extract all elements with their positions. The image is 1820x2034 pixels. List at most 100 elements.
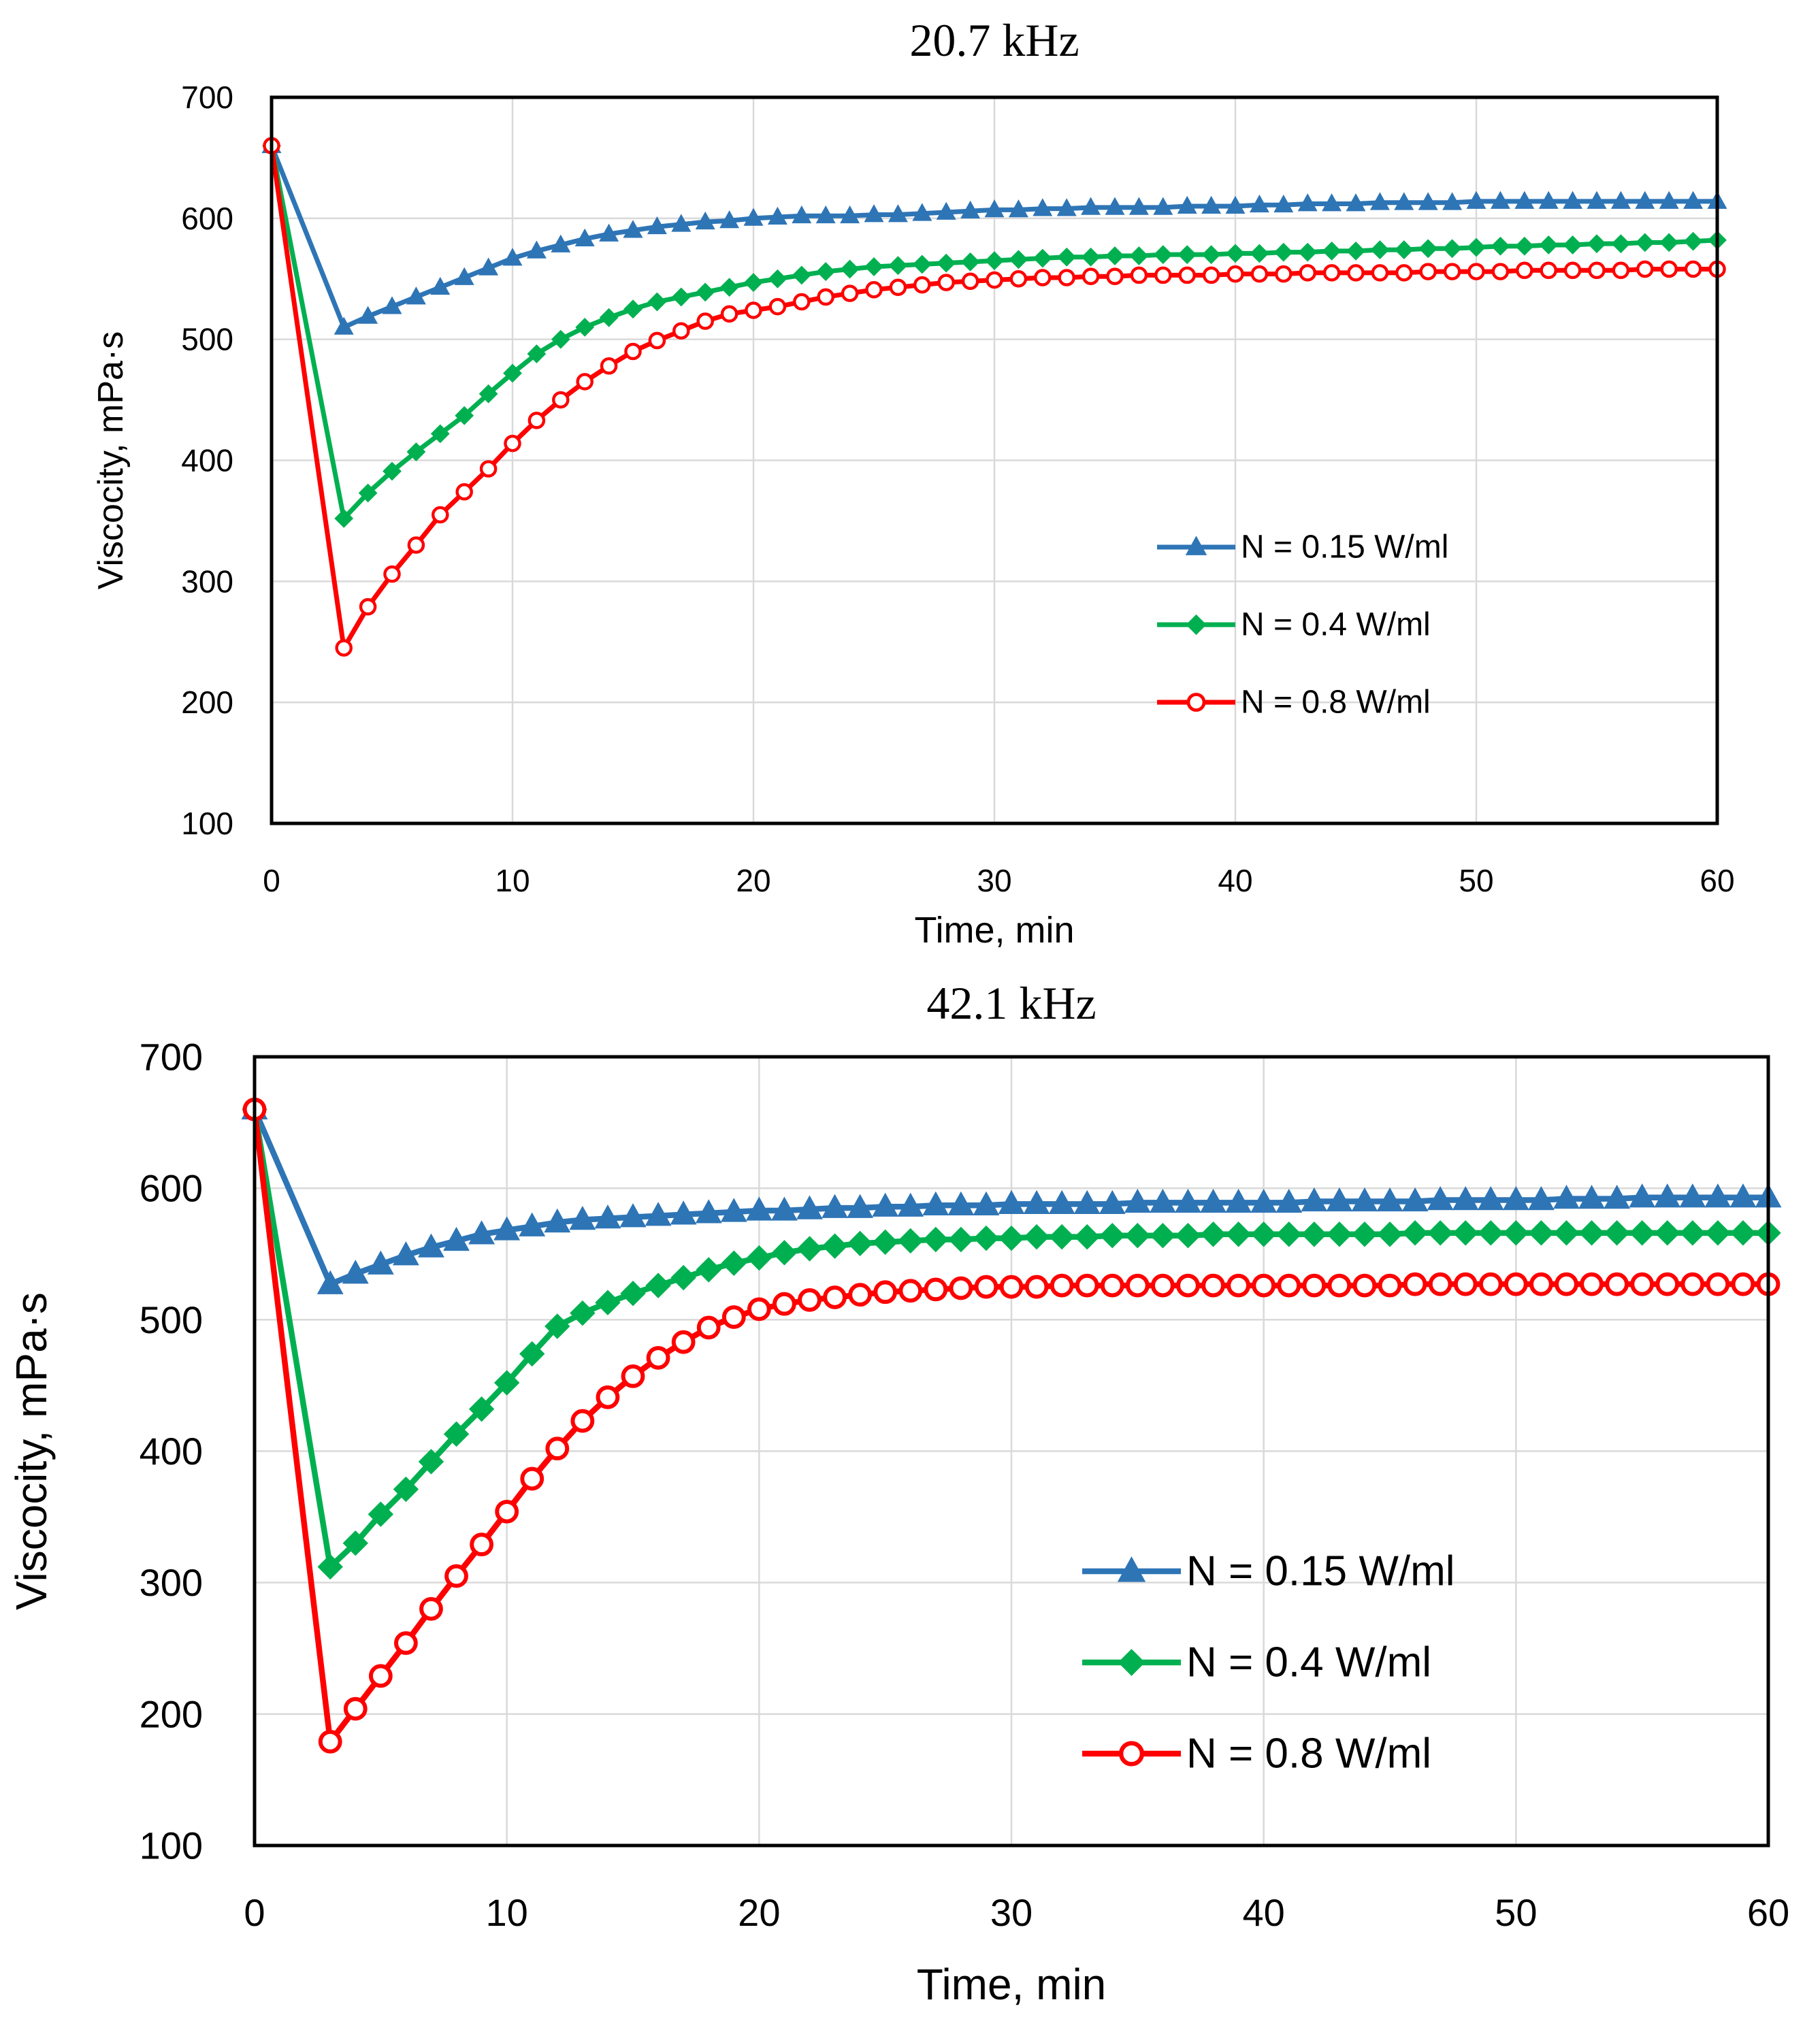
data-point (443, 1421, 470, 1447)
data-point (1201, 245, 1221, 265)
data-point (574, 228, 595, 246)
data-point (1346, 193, 1366, 212)
legend-marker-diamond (1118, 1649, 1145, 1676)
data-point (1347, 264, 1365, 282)
data-point (1250, 1221, 1277, 1247)
data-point (1563, 191, 1583, 209)
data-point (645, 1202, 672, 1226)
data-point (823, 1285, 847, 1309)
data-point (1629, 1183, 1656, 1208)
data-point (816, 262, 836, 281)
data-point (889, 278, 907, 296)
data-point (1201, 1273, 1225, 1298)
data-point (1327, 1273, 1352, 1298)
data-point (793, 293, 811, 311)
data-point (1226, 265, 1244, 283)
data-point (1452, 1185, 1479, 1211)
data-point (1453, 1272, 1478, 1296)
data-point (948, 1226, 974, 1253)
data-point (841, 284, 859, 302)
legend-item: N = 0.15 W/ml (1157, 529, 1448, 565)
data-point (912, 255, 932, 274)
data-point (721, 1250, 747, 1276)
data-point (1153, 197, 1173, 215)
legend: N = 0.15 W/ml N = 0.4 W/ml N = 0.8 W/ml (1157, 529, 1448, 721)
data-point (1502, 1185, 1529, 1211)
data-point (1351, 1187, 1378, 1212)
data-point (1491, 236, 1510, 256)
legend-item: N = 0.4 W/ml (1157, 607, 1431, 643)
data-point (544, 1208, 571, 1233)
legend-item: N = 0.8 W/ml (1082, 1730, 1431, 1777)
data-point (1302, 1273, 1327, 1298)
data-point (1273, 194, 1294, 213)
data-point (695, 1199, 722, 1224)
data-point (1009, 269, 1028, 288)
data-point (847, 1194, 874, 1218)
data-point (1034, 269, 1052, 286)
x-tick-label: 30 (977, 863, 1011, 898)
data-point (1105, 246, 1124, 265)
data-point (647, 216, 667, 235)
data-point (1225, 195, 1246, 214)
data-point (960, 252, 980, 272)
data-point (1635, 233, 1655, 252)
data-point (479, 460, 498, 478)
data-point (569, 1205, 596, 1230)
data-point (671, 1330, 696, 1354)
data-point (1378, 1273, 1402, 1298)
data-point (1352, 1221, 1378, 1247)
data-point (502, 248, 523, 266)
data-point (1099, 1190, 1126, 1215)
data-point (672, 322, 690, 340)
data-point (1467, 237, 1486, 257)
data-point (822, 1194, 848, 1218)
data-point (745, 1196, 773, 1221)
y-tick-label: 100 (140, 1824, 203, 1867)
data-point (1376, 1187, 1403, 1212)
data-point (1442, 239, 1462, 259)
data-point (406, 442, 426, 461)
data-point (318, 1729, 342, 1754)
data-point (1275, 1188, 1303, 1213)
data-point (1629, 1220, 1655, 1246)
data-point (1327, 1221, 1352, 1247)
series-circle (242, 1097, 1781, 1754)
data-point (619, 1203, 647, 1228)
data-point (545, 1313, 570, 1339)
y-tick-label: 500 (140, 1298, 203, 1341)
data-point (1298, 242, 1318, 262)
data-point (570, 1409, 595, 1433)
data-point (670, 1264, 696, 1291)
data-point (1250, 244, 1269, 263)
data-point (848, 1283, 872, 1307)
data-point (551, 234, 571, 252)
data-point (949, 1276, 973, 1300)
data-point (1008, 199, 1028, 218)
data-point (1630, 1272, 1655, 1296)
data-point (1635, 191, 1655, 209)
data-point (1125, 1273, 1150, 1298)
data-point (973, 1225, 999, 1251)
data-point (600, 357, 618, 375)
data-point (504, 434, 521, 453)
y-tick-label: 600 (140, 1167, 203, 1210)
data-point (599, 308, 619, 327)
data-point (1322, 241, 1342, 261)
data-point (1490, 191, 1510, 209)
data-point (998, 1190, 1025, 1215)
legend-label: N = 0.8 W/ml (1186, 1730, 1431, 1777)
data-point (1706, 1272, 1730, 1296)
data-point (430, 424, 450, 444)
data-point (551, 329, 570, 349)
data-point (1516, 261, 1533, 280)
data-point (1081, 197, 1101, 215)
data-point (342, 1530, 368, 1556)
data-point (924, 1277, 948, 1302)
data-point (1514, 191, 1535, 209)
data-point (768, 297, 787, 316)
data-point (1250, 265, 1269, 283)
data-point (1466, 191, 1486, 209)
data-point (1050, 1273, 1074, 1298)
data-point (1418, 192, 1438, 210)
